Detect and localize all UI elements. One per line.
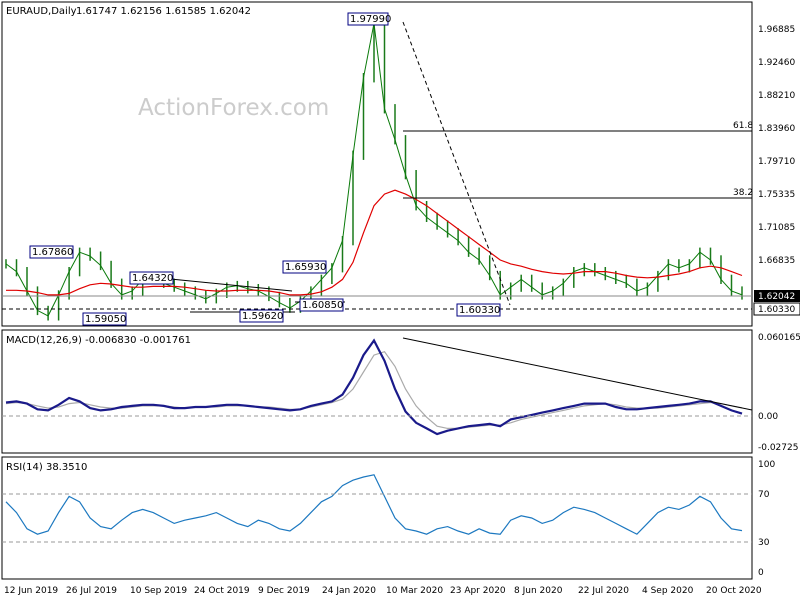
macd-line (5, 338, 743, 436)
price-tick-196885: 1.96885 (758, 25, 795, 35)
svg-text:1.64320: 1.64320 (132, 273, 173, 284)
x-axis-labels: 12 Jun 2019 26 Jul 2019 10 Sep 2019 24 O… (4, 586, 762, 596)
x-tick-4sep2020: 4 Sep 2020 (642, 586, 694, 596)
rsi-panel-frame (1, 456, 753, 580)
annotation-159050: 1.59050 (82, 312, 127, 326)
x-tick-22jul2020: 22 Jul 2020 (578, 586, 629, 596)
price-tick-188210: 1.88210 (758, 91, 795, 101)
annotation-167860: 1.67860 (29, 245, 74, 259)
annotation-197990: 1.97990 (347, 12, 391, 26)
x-tick-10sep2019: 10 Sep 2019 (130, 586, 187, 596)
svg-text:1.59050: 1.59050 (85, 314, 126, 325)
annotation-164320: 1.64320 (129, 271, 174, 285)
svg-text:1.67860: 1.67860 (32, 247, 73, 258)
macd-tick-060165: 0.060165 (758, 333, 800, 343)
moving-average-line (6, 189, 743, 296)
rsi-tick-0: 0 (758, 568, 764, 578)
x-tick-24jan2020: 24 Jan 2020 (322, 586, 376, 596)
rsi-tick-30: 30 (758, 538, 770, 548)
x-tick-26jul2019: 26 Jul 2019 (66, 586, 117, 596)
watermark: ActionForex.com (138, 95, 329, 121)
annotation-165930: 1.65930 (282, 260, 327, 274)
trendline-macd (402, 337, 753, 411)
macd-title: MACD(12,26,9) -0.006830 -0.001761 (6, 335, 191, 346)
svg-text:1.97990: 1.97990 (350, 14, 391, 25)
annotation-160850: 1.60850 (299, 298, 344, 312)
macd-tick-000: 0.00 (758, 412, 778, 422)
annotation-160330: 1.60330 (456, 303, 501, 317)
svg-text:1.62042: 1.62042 (758, 292, 795, 302)
x-tick-23apr2020: 23 Apr 2020 (450, 586, 506, 596)
svg-text:1.60850: 1.60850 (302, 300, 343, 311)
price-title: EURAUD,Daily (6, 6, 77, 17)
ohlc-header: 1.61747 1.62156 1.61585 1.62042 (76, 6, 251, 17)
svg-text:1.59620: 1.59620 (242, 311, 283, 322)
price-tick-192460: 1.92460 (758, 58, 795, 68)
x-tick-20oct2020: 20 Oct 2020 (706, 586, 762, 596)
support-price-box: 1.60330 (753, 302, 800, 316)
macd-y-ticks: 0.060165 0.00 -0.02725 (758, 333, 800, 453)
fib-382-label: 38.2 (733, 188, 753, 198)
last-price-box: 1.62042 (754, 290, 800, 302)
x-tick-24oct2019: 24 Oct 2019 (194, 586, 250, 596)
annotation-159620: 1.59620 (239, 309, 284, 323)
price-tick-166835: 1.66835 (758, 256, 795, 266)
price-tick-179710: 1.79710 (758, 157, 795, 167)
macd-panel-frame (1, 329, 753, 454)
rsi-title: RSI(14) 38.3510 (6, 462, 87, 473)
macd-tick-002725: -0.02725 (758, 443, 798, 453)
price-tick-171085: 1.71085 (758, 223, 795, 233)
x-tick-9dec2019: 9 Dec 2019 (258, 586, 310, 596)
macd-layer (5, 338, 743, 436)
x-tick-10mar2020: 10 Mar 2020 (386, 586, 443, 596)
trendline-peak (402, 21, 511, 306)
fib-618-label: 61.8 (733, 121, 753, 131)
x-tick-8jun2020: 8 Jun 2020 (514, 586, 563, 596)
rsi-layer (5, 474, 743, 535)
price-tick-183960: 1.83960 (758, 124, 795, 134)
x-tick-12jun2019: 12 Jun 2019 (4, 586, 58, 596)
svg-text:1.60330: 1.60330 (758, 305, 795, 315)
svg-text:1.65930: 1.65930 (285, 262, 326, 273)
price-panel-frame (1, 1, 753, 327)
rsi-line (5, 474, 743, 535)
price-y-ticks: 1.96885 1.92460 1.88210 1.83960 1.79710 … (758, 25, 795, 266)
svg-text:1.60330: 1.60330 (459, 305, 500, 316)
price-tick-175335: 1.75335 (758, 190, 795, 200)
rsi-tick-70: 70 (758, 490, 770, 500)
rsi-tick-100: 100 (758, 460, 775, 470)
rsi-y-ticks: 100 70 30 0 (758, 460, 775, 578)
